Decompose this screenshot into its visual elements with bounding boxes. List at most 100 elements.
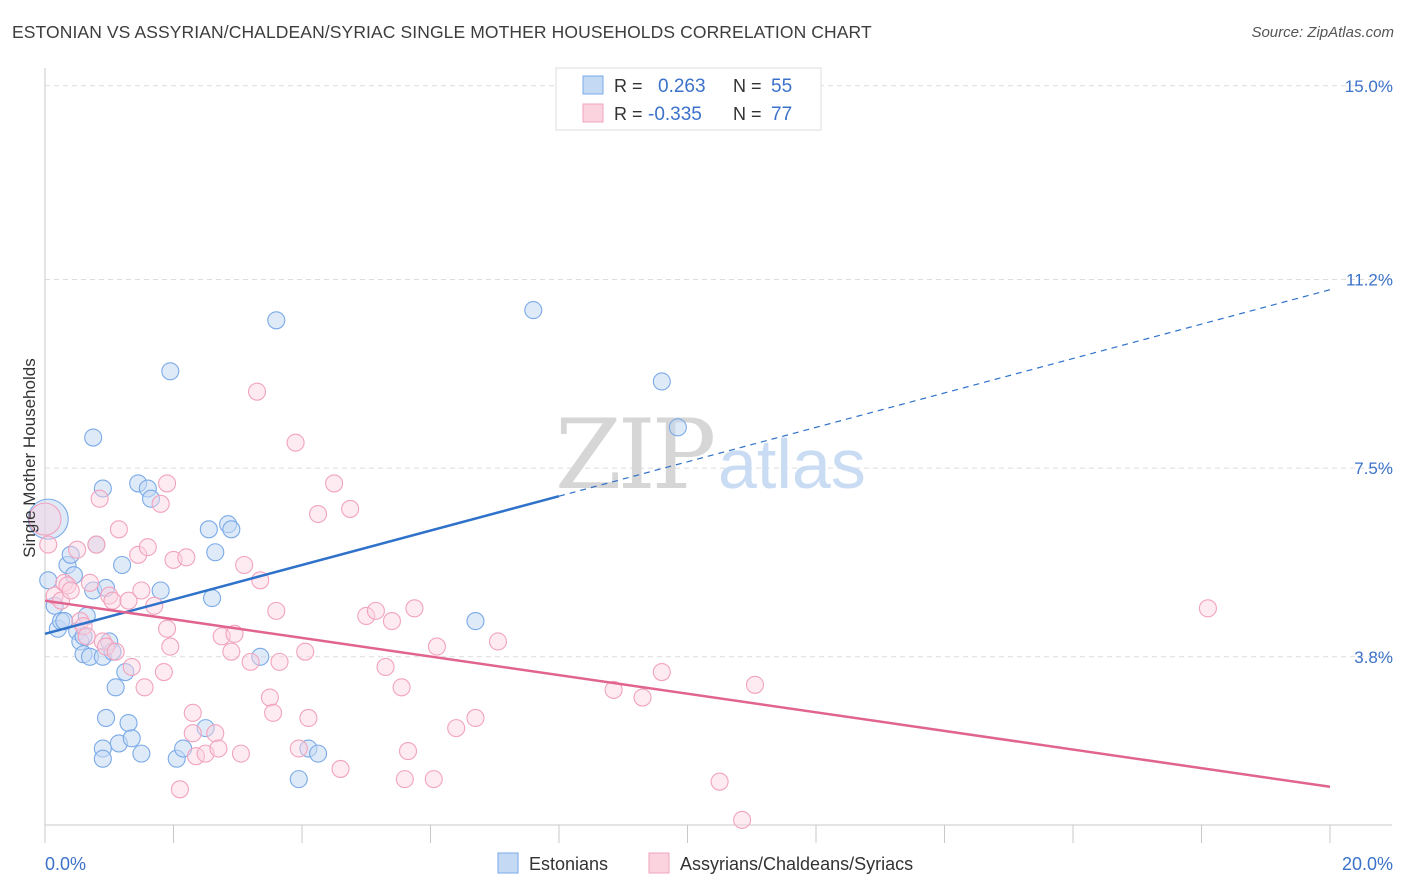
watermark-atlas: atlas	[718, 425, 866, 503]
assyrians-point	[376, 657, 395, 677]
estonians-point	[93, 479, 112, 498]
x-ticks	[44, 825, 1331, 843]
estonians-point	[141, 489, 161, 508]
assyrians-point	[296, 642, 315, 661]
x-tick-labels: 0.0% 20.0%	[45, 854, 1393, 874]
bottom-legend-swatch-assyrians	[648, 852, 670, 874]
assyrians-point	[427, 637, 446, 656]
assyrians-point	[710, 772, 729, 791]
assyrians-point	[309, 504, 328, 524]
assyrians-point	[299, 708, 318, 727]
legend-r-label-1: R =	[614, 76, 643, 96]
estonians-point	[161, 362, 180, 381]
estonians-point	[39, 571, 58, 590]
assyrians-point	[119, 591, 138, 610]
assyrians-point	[109, 520, 128, 539]
y-axis-label: Single Mother Households	[20, 358, 39, 557]
assyrians-point	[652, 663, 671, 682]
bottom-legend: Estonians Assyrians/Chaldeans/Syriacs	[497, 852, 913, 874]
assyrians-point	[331, 759, 350, 778]
estonians-point	[289, 770, 308, 789]
assyrians-point	[733, 810, 752, 829]
assyrians-point	[129, 545, 148, 564]
assyrians-point	[151, 494, 170, 513]
assyrians-point	[96, 637, 116, 656]
y-tick-label: 3.8%	[1354, 648, 1393, 667]
x-tick-label: 0.0%	[45, 854, 86, 874]
legend-swatch-assyrians	[582, 103, 604, 123]
assyrians-point	[90, 489, 109, 508]
bottom-legend-label-estonians: Estonians	[529, 854, 608, 874]
watermark: ZIP atlas	[555, 399, 866, 511]
legend-r-value-2: -0.335	[648, 104, 702, 125]
assyrians-point	[357, 606, 376, 626]
estonians-point	[206, 543, 225, 562]
assyrians-point	[241, 652, 260, 671]
assyrians-point	[132, 581, 151, 600]
estonians-trend-line	[44, 494, 560, 636]
assyrians-point	[100, 586, 119, 605]
assyrians-point	[68, 540, 87, 559]
assyrians-point	[103, 591, 122, 610]
estonians-trend-extension	[558, 289, 1331, 497]
assyrians-point	[138, 538, 157, 557]
assyrians-point	[366, 601, 385, 620]
assyrians-point	[106, 642, 125, 661]
assyrians-trend-line	[44, 599, 1331, 789]
assyrians-point	[55, 573, 74, 592]
watermark-zip: ZIP	[555, 399, 714, 511]
assyrians-point	[93, 632, 112, 651]
estonians-point	[106, 678, 125, 697]
legend-r-value-1: 0.263	[658, 76, 706, 97]
assyrians-point	[341, 499, 360, 518]
assyrians-point	[466, 708, 485, 727]
estonians-point	[64, 566, 83, 585]
chart-title: ESTONIAN VS ASSYRIAN/CHALDEAN/SYRIAC SIN…	[12, 22, 872, 42]
assyrians-point	[161, 637, 180, 656]
assyrians-point	[28, 502, 62, 536]
assyrians-point	[745, 675, 765, 694]
assyrians-points	[28, 382, 1217, 829]
assyrians-point	[270, 652, 289, 671]
assyrians-point	[382, 612, 402, 631]
x-tick-label: 20.0%	[1342, 854, 1393, 874]
assyrians-point	[170, 780, 189, 799]
bottom-legend-label-assyrians: Assyrians/Chaldeans/Syriacs	[680, 854, 913, 874]
estonians-point	[84, 428, 103, 447]
estonians-point	[466, 612, 485, 631]
estonians-point	[151, 581, 170, 600]
y-tick-label: 15.0%	[1345, 77, 1393, 96]
assyrians-point	[604, 680, 623, 699]
assyrians-point	[260, 688, 279, 707]
assyrians-point	[488, 632, 508, 651]
assyrians-point	[222, 642, 241, 661]
assyrians-point	[135, 678, 154, 697]
estonians-point	[309, 744, 328, 763]
assyrians-point	[61, 581, 80, 600]
axes	[44, 68, 1392, 826]
estonians-point	[27, 498, 69, 540]
y-tick-label: 7.5%	[1354, 459, 1393, 478]
bottom-legend-swatch-estonians	[497, 852, 519, 874]
y-tick-labels: 3.8% 7.5% 11.2% 15.0%	[1345, 77, 1393, 667]
assyrians-point	[231, 744, 251, 763]
estonians-point	[119, 713, 138, 733]
assyrians-point	[325, 474, 344, 493]
assyrians-point	[398, 742, 418, 761]
estonians-point	[96, 708, 116, 727]
estonians-point	[652, 372, 671, 391]
assyrians-point	[58, 576, 77, 595]
assyrians-point	[447, 719, 466, 738]
estonians-points	[27, 301, 687, 789]
estonians-point	[93, 749, 112, 768]
legend-n-label-1: N =	[733, 76, 762, 96]
assyrians-point	[209, 739, 228, 758]
assyrians-point	[183, 724, 202, 743]
estonians-point	[203, 589, 222, 608]
legend-n-label-2: N =	[733, 104, 762, 124]
estonians-point	[222, 520, 241, 539]
assyrians-point	[158, 474, 177, 493]
legend-n-value-2: 77	[771, 104, 792, 125]
assyrians-point	[87, 535, 106, 554]
